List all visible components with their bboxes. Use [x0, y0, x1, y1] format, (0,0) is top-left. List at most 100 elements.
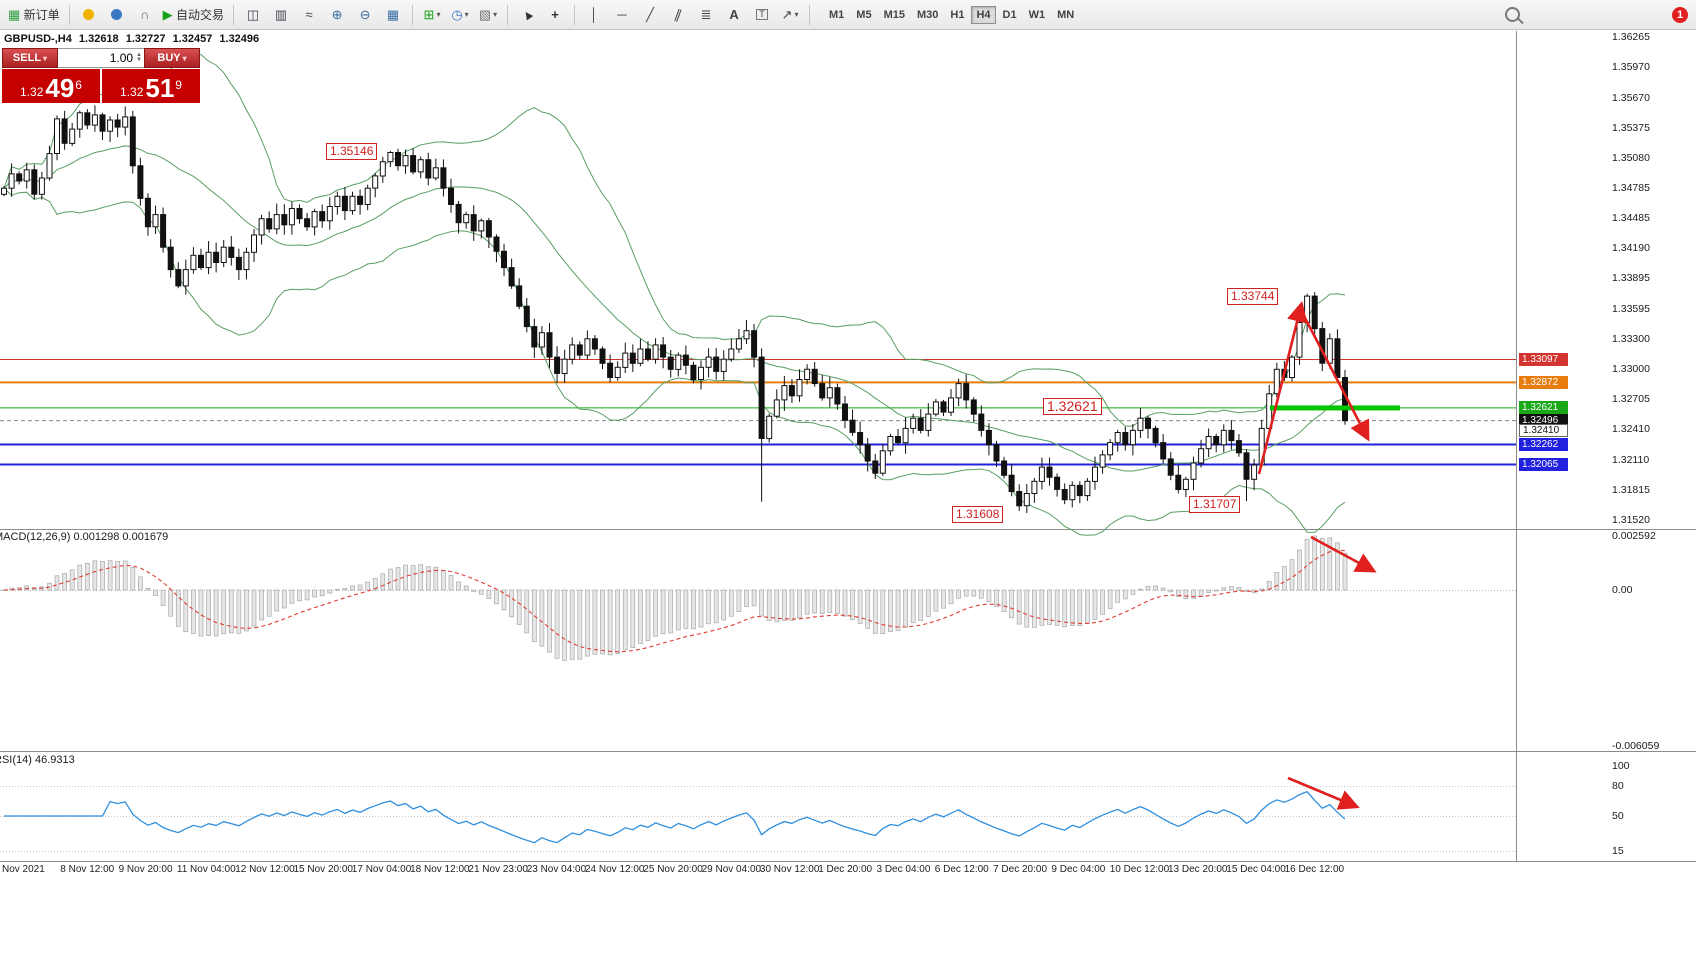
price-line-tag: 1.32262 — [1519, 437, 1568, 451]
channel-icon: ∥ — [672, 6, 684, 23]
play-icon: ▶ — [162, 7, 173, 22]
alerts-button[interactable] — [76, 4, 102, 26]
toolbar-separator — [412, 4, 414, 25]
toolbar-separator — [809, 4, 811, 25]
rsi-axis-value: 80 — [1612, 780, 1624, 792]
chevron-down-icon: ▾ — [43, 53, 48, 63]
time-axis-label: 23 Nov 04:00 — [526, 864, 587, 875]
price-annotation[interactable]: 1.35146 — [326, 143, 378, 160]
candlestick-chart-button[interactable]: ▥ — [268, 4, 294, 26]
price-annotation[interactable]: 1.33744 — [1227, 288, 1279, 305]
indicators-icon: ⊞ — [423, 7, 435, 22]
price-axis-value: 1.31815 — [1612, 483, 1650, 496]
timeframe-m15[interactable]: M15 — [883, 8, 905, 21]
price-axis-value: 1.34785 — [1612, 181, 1650, 194]
time-axis-label: 3 Dec 04:00 — [876, 864, 931, 875]
time-axis-label: 25 Nov 20:00 — [643, 864, 703, 875]
price-axis-value: 1.33000 — [1612, 363, 1650, 376]
price-axis-value: 1.35375 — [1612, 121, 1650, 134]
trendline-button[interactable]: ╱ — [637, 4, 663, 26]
toolbar: ▦ 新订单 ∩ ▶ 自动交易 ◫ ▥ ≈ ⊕ ⊖ ▦ ⊞ ▾ ◷ ▾ ▧ ▾ ▲ + … — [0, 0, 1696, 30]
price-line-tag: 1.33097 — [1519, 352, 1568, 366]
bar-chart-icon: ◫ — [246, 7, 260, 22]
trend-arrows[interactable] — [1257, 300, 1377, 810]
timeframe-m5[interactable]: M5 — [856, 8, 872, 21]
channel-button[interactable]: ∥ — [665, 4, 691, 26]
timeframe-m30[interactable]: M30 — [916, 8, 939, 21]
horizontal-lines-layer[interactable] — [0, 358, 1516, 466]
zoom-out-button[interactable]: ⊖ — [352, 4, 378, 26]
time-axis-label: 16 Dec 12:00 — [1284, 864, 1345, 875]
toolbar-separator — [574, 4, 576, 25]
indicators-button[interactable]: ⊞ ▾ — [419, 4, 445, 26]
crosshair-button[interactable]: + — [542, 4, 568, 26]
price-axis-value: 1.35080 — [1612, 151, 1650, 164]
macd-title: MACD(12,26,9) 0.001298 0.001679 — [0, 531, 169, 543]
notification-badge[interactable]: 1 — [1672, 6, 1688, 23]
zoom-in-icon: ⊕ — [331, 7, 343, 22]
support-button[interactable]: ∩ — [132, 4, 158, 26]
text-button[interactable]: A — [721, 4, 747, 26]
sell-price-button[interactable]: 1.32 49 6 — [2, 69, 100, 103]
bar-chart-button[interactable]: ◫ — [240, 4, 266, 26]
open-value: 1.32618 — [78, 33, 119, 45]
time-axis-label: 10 Dec 12:00 — [1109, 864, 1170, 875]
time-axis-label: 15 Nov 20:00 — [293, 864, 354, 875]
macd-signal-line — [3, 549, 1346, 653]
price-axis-value: 1.32705 — [1612, 393, 1650, 406]
sell-price-prefix: 1.32 — [20, 85, 44, 99]
price-annotation[interactable]: 1.32621 — [1043, 398, 1102, 415]
timeframe-h4[interactable]: H4 — [971, 5, 996, 24]
timeframe-w1[interactable]: W1 — [1028, 8, 1046, 21]
tile-windows-button[interactable]: ▦ — [380, 4, 406, 26]
timeframe-m1[interactable]: M1 — [829, 8, 845, 21]
text-label-icon: T — [756, 9, 768, 20]
time-axis-label: 15 Dec 04:00 — [1226, 864, 1286, 875]
rsi-axis-value: 50 — [1612, 810, 1624, 822]
buy-price-button[interactable]: 1.32 51 9 — [102, 69, 200, 103]
price-axis-value: 1.35670 — [1612, 91, 1650, 104]
cursor-icon: ▲ — [517, 4, 537, 25]
line-chart-button[interactable]: ≈ — [296, 4, 322, 26]
time-axis-label: 18 Nov 12:00 — [410, 864, 470, 875]
text-label-button[interactable]: T — [749, 4, 775, 26]
time-axis-label: 29 Nov 04:00 — [701, 864, 762, 875]
arrows-tool-button[interactable]: ↗ ▾ — [777, 4, 803, 26]
new-order-icon: ▦ — [8, 7, 21, 22]
chevron-down-icon: ▾ — [182, 53, 187, 63]
vertical-line-button[interactable]: │ — [581, 4, 607, 26]
timeframe-d1[interactable]: D1 — [1002, 8, 1017, 21]
cursor-button[interactable]: ▲ — [514, 4, 540, 26]
news-button[interactable] — [104, 4, 130, 26]
rsi-axis-value: 100 — [1612, 760, 1630, 772]
new-order-button[interactable]: ▦ 新订单 — [5, 4, 63, 26]
price-annotation[interactable]: 1.31608 — [952, 506, 1004, 523]
support-highlight-line[interactable] — [1270, 405, 1400, 411]
time-axis-label: 7 Dec 20:00 — [993, 864, 1048, 875]
chevron-down-icon: ▾ — [436, 10, 441, 19]
timeframe-h1[interactable]: H1 — [950, 8, 965, 21]
time-axis-label: 6 Dec 12:00 — [934, 864, 989, 875]
volume-stepper[interactable]: ▲ ▼ — [134, 52, 144, 63]
templates-button[interactable]: ▧ ▾ — [475, 4, 501, 26]
volume-input[interactable] — [58, 50, 135, 66]
buy-button[interactable]: BUY ▾ — [144, 48, 200, 68]
horizontal-line-button[interactable]: ─ — [609, 4, 635, 26]
news-icon — [111, 9, 123, 20]
fibonacci-icon: ≣ — [700, 7, 712, 22]
search-icon[interactable] — [1505, 7, 1520, 22]
price-annotation[interactable]: 1.31707 — [1189, 496, 1241, 513]
rsi-axis-value: 15 — [1612, 845, 1624, 857]
candlestick-icon: ▥ — [274, 7, 288, 22]
toolbar-separator — [233, 4, 235, 25]
zoom-in-button[interactable]: ⊕ — [324, 4, 350, 26]
buy-price-sup: 9 — [175, 78, 182, 92]
periods-button[interactable]: ◷ ▾ — [447, 4, 473, 26]
fibonacci-button[interactable]: ≣ — [693, 4, 719, 26]
spin-down-icon: ▼ — [136, 57, 142, 63]
timeframe-mn[interactable]: MN — [1057, 8, 1075, 21]
auto-trading-button[interactable]: ▶ 自动交易 — [160, 4, 227, 26]
sell-price-sup: 6 — [75, 78, 82, 92]
sell-button[interactable]: SELL ▾ — [2, 48, 58, 68]
